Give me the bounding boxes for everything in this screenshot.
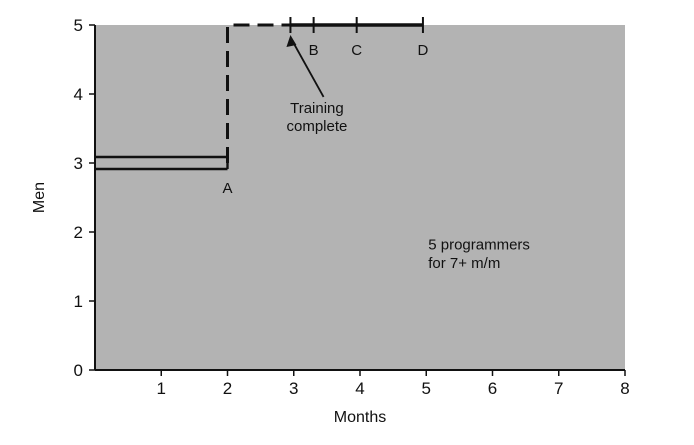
- x-tick-label: 5: [422, 379, 431, 398]
- x-tick-label: 2: [223, 379, 232, 398]
- y-tick-label: 5: [74, 16, 83, 35]
- plot-background: [95, 25, 625, 370]
- x-axis-title: Months: [334, 409, 386, 426]
- x-tick-label: 6: [488, 379, 497, 398]
- point-label-d: D: [418, 42, 429, 59]
- annotation-programmers-line2: for 7+ m/m: [428, 255, 500, 272]
- x-tick-label: 8: [620, 379, 629, 398]
- y-tick-label: 2: [74, 223, 83, 242]
- point-label-b: B: [309, 42, 319, 59]
- x-tick-label: 4: [355, 379, 364, 398]
- point-label-a: A: [222, 180, 232, 197]
- y-tick-label: 3: [74, 154, 83, 173]
- y-tick-label: 0: [74, 361, 83, 380]
- series-line-dashed: [226, 23, 291, 163]
- annotation-arrow-head: [286, 35, 297, 47]
- x-tick-label: 1: [157, 379, 166, 398]
- point-label-c: C: [351, 42, 362, 59]
- annotation-arrow-shaft: [291, 40, 325, 98]
- annotation-programmers-line1: 5 programmers: [428, 236, 530, 253]
- x-tick-label: 3: [289, 379, 298, 398]
- y-tick-label: 1: [74, 292, 83, 311]
- annotation-training-line2: complete: [287, 118, 348, 135]
- x-tick-label: 7: [554, 379, 563, 398]
- y-axis-title: Men: [31, 182, 48, 213]
- y-tick-label: 4: [74, 85, 83, 104]
- annotation-training-line1: Training: [290, 100, 344, 117]
